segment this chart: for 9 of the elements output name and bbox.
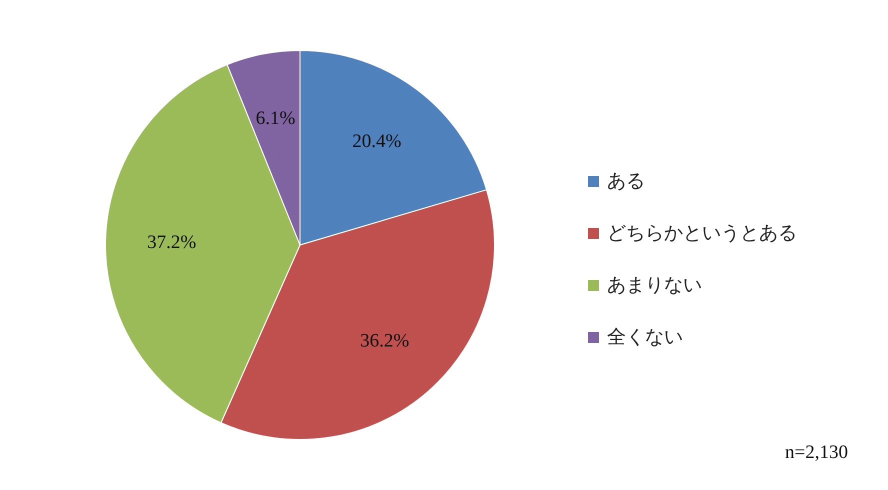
data-label: 20.4% [352,131,402,152]
text: n=2,130 [785,442,848,464]
data-label: 36.2% [360,330,410,352]
legend-label: どちらかというとある [607,221,797,246]
data-label: 6.1% [256,108,296,129]
legend-label: あまりない [607,273,702,298]
legend-label: 全くない [607,325,683,350]
data-label: 37.2% [147,232,196,253]
legend-label: ある [607,169,645,194]
